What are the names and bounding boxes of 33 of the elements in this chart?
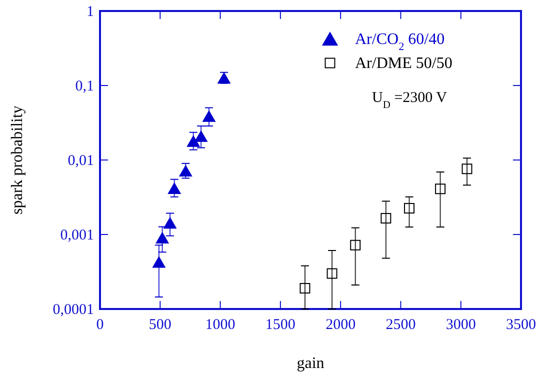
point (168, 182, 181, 194)
point (326, 268, 338, 279)
point (186, 136, 200, 147)
point (179, 165, 192, 177)
point (300, 282, 310, 294)
point (202, 110, 216, 122)
x-tick-label: 0 (96, 317, 104, 333)
point (152, 256, 166, 268)
point (404, 203, 414, 214)
x-tick-label: 3000 (446, 317, 476, 333)
point (350, 240, 361, 250)
y-axis-title: spark probability (9, 106, 26, 214)
x-tick-label: 2000 (326, 317, 356, 333)
x-tick-label: 2500 (386, 317, 416, 333)
x-tick-label: 3500 (506, 317, 536, 333)
x-tick-label: 1000 (205, 317, 236, 333)
y-tick-label: 0,001 (60, 228, 94, 244)
point (194, 130, 208, 142)
y-tick-label: 0,01 (68, 153, 94, 169)
legend-label: Ar/CO$_{2}$ 60/40 (355, 31, 445, 53)
point (164, 217, 176, 229)
point (435, 184, 446, 194)
x-tick-label: 500 (148, 317, 172, 333)
y-tick-label: 1 (86, 4, 94, 20)
point (156, 232, 169, 244)
x-tick-label: 1500 (265, 317, 296, 333)
y-tick-label: 0,1 (75, 78, 94, 94)
x-axis-title: gain (296, 355, 324, 372)
annotation: U$_{D}$ =2300 V (372, 90, 448, 110)
legend-label: Ar/DME 50/50 (355, 55, 452, 72)
y-tick-label: 0,0001 (52, 302, 94, 318)
point (462, 164, 472, 174)
point (380, 213, 392, 224)
